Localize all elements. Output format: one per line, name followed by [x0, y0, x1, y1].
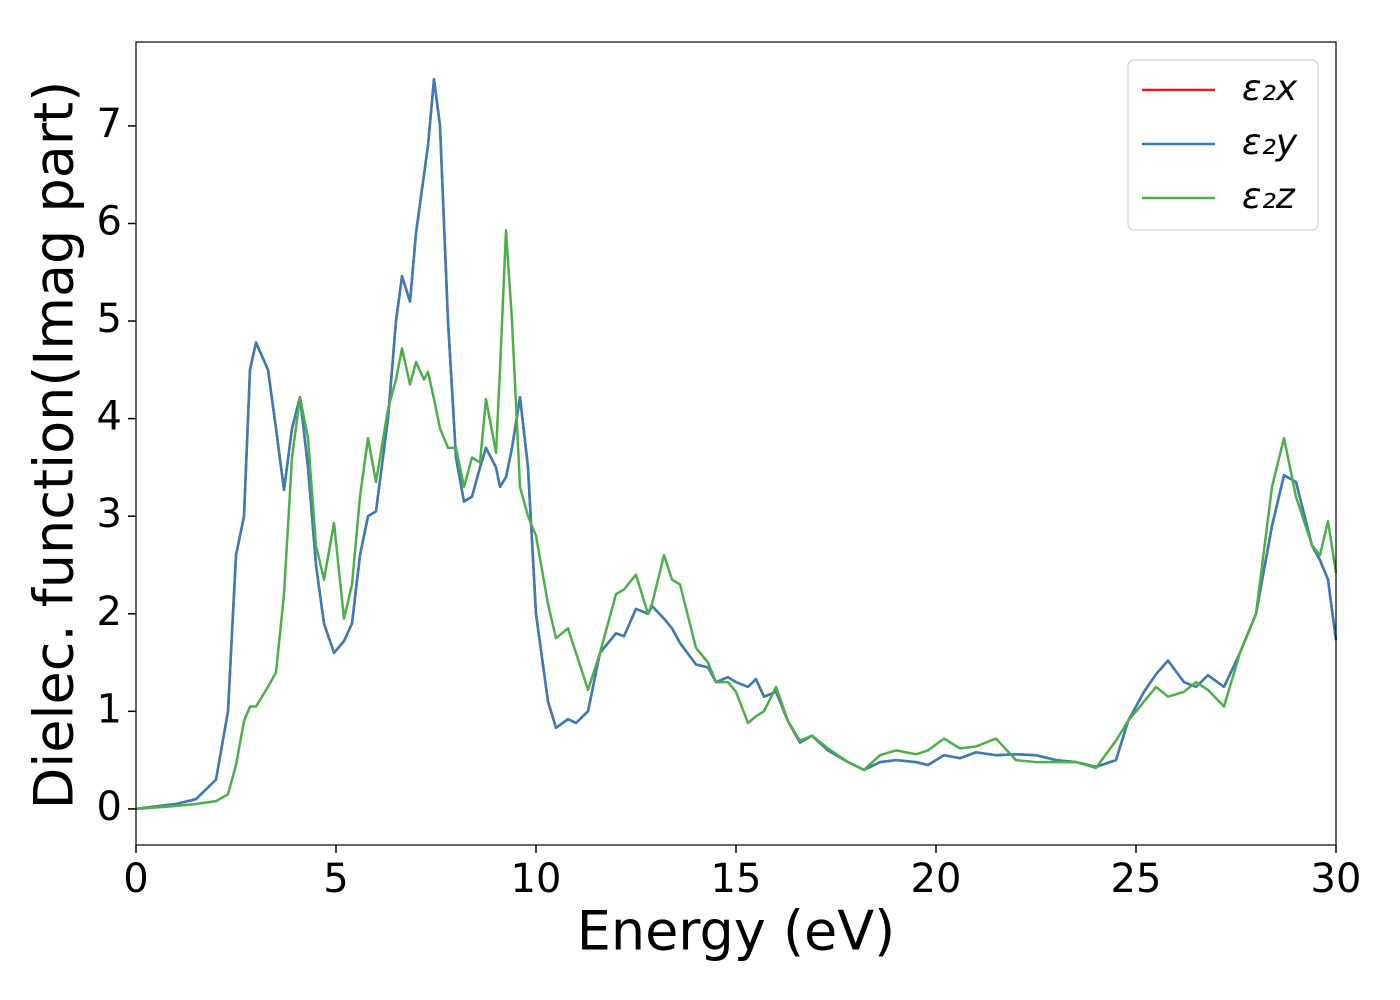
x-axis-label: Energy (eV)	[577, 900, 896, 963]
y-tick-label: 1	[97, 686, 122, 732]
x-tick-label: 20	[911, 856, 962, 902]
x-tick-label: 15	[711, 856, 762, 902]
legend-label: ε₂x	[1242, 68, 1298, 109]
y-tick-label: 7	[97, 101, 122, 147]
x-tick-label: 0	[123, 856, 148, 902]
legend-label: ε₂y	[1242, 122, 1298, 163]
y-tick-label: 6	[97, 198, 122, 244]
legend-label: ε₂z	[1242, 176, 1296, 217]
x-tick-label: 25	[1111, 856, 1162, 902]
y-tick-label: 0	[97, 784, 122, 830]
plot-frame	[135, 41, 1337, 846]
y-tick-label: 4	[97, 394, 122, 440]
data-line	[135, 229, 1338, 811]
x-tick-label: 5	[323, 856, 348, 902]
x-tick-label: 10	[511, 856, 562, 902]
y-tick-label: 3	[97, 491, 122, 537]
data-line	[135, 77, 1338, 811]
x-tick-label: 30	[1311, 856, 1362, 902]
legend-box	[1127, 59, 1319, 231]
y-tick-label: 2	[97, 589, 122, 635]
y-axis-label: Dielec. function(Imag part)	[23, 81, 86, 810]
y-tick-label: 5	[97, 296, 122, 342]
